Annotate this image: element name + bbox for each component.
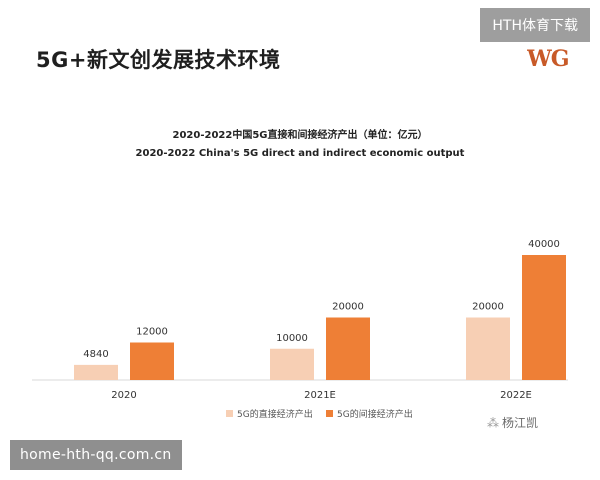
data-label-2021e-series-1: 10000 [276,333,308,344]
bar-2022e-series-2 [522,255,566,380]
data-label-2021e-series-2: 20000 [332,302,364,313]
bar-2021e-series-2 [326,317,370,380]
chart-subtitle: 2020-2022 China's 5G direct and indirect… [136,148,465,159]
x-tick-label-2021e: 2021E [304,390,336,401]
data-label-2022e-series-2: 40000 [528,239,560,250]
legend-label-2: 5G的间接经济产出 [337,408,413,420]
brand-logo: WG [527,46,570,72]
watermark-top: HTH体育下载 [480,8,590,42]
legend-label-1: 5G的直接经济产出 [237,408,313,420]
chart-title: 2020-2022中国5G直接和间接经济产出（单位：亿元） [173,128,428,141]
watermark-bottom: home-hth-qq.com.cn [10,440,182,470]
data-label-2022e-series-1: 20000 [472,302,504,313]
author-watermark: ⁂ 杨江凯 [487,414,538,431]
bar-2022e-series-1 [466,317,510,380]
legend-swatch-1 [226,410,233,417]
bar-2020-series-1 [74,364,118,380]
watermark-icon: ⁂ [487,416,499,430]
bar-2020-series-2 [130,342,174,380]
bar-2021e-series-1 [270,348,314,380]
data-label-2020-series-2: 12000 [136,327,168,338]
legend-swatch-2 [326,410,333,417]
x-tick-label-2022e: 2022E [500,390,532,401]
author-name: 杨江凯 [502,416,539,430]
x-tick-label-2020: 2020 [111,390,136,401]
slide-title: 5G+新文创发展技术环境 [36,48,281,72]
data-label-2020-series-1: 4840 [83,349,108,360]
